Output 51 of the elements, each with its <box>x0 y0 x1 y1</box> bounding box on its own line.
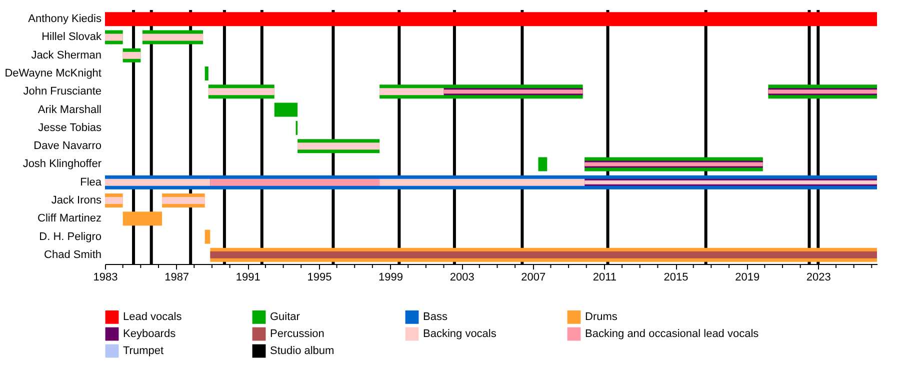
bar <box>162 197 205 204</box>
bar <box>105 197 123 204</box>
bar <box>274 102 298 117</box>
legend-label: Drums <box>585 311 618 324</box>
bar <box>122 52 141 59</box>
y-tick-label: Chad Smith <box>44 248 102 261</box>
x-tick-label: 2007 <box>521 272 546 284</box>
y-tick-label: Dave Navarro <box>34 140 102 152</box>
y-tick-label: Jesse Tobias <box>38 122 102 134</box>
bar <box>538 157 548 172</box>
y-tick-label: D. H. Peligro <box>39 230 102 243</box>
legend-label: Trumpet <box>123 345 164 357</box>
bar <box>105 178 210 186</box>
legend-label: Keyboards <box>123 328 176 340</box>
x-tick-label: 2023 <box>806 272 831 284</box>
bar <box>298 142 380 150</box>
bar <box>142 34 204 41</box>
legend-label: Percussion <box>270 328 324 340</box>
y-tick-label: Josh Klinghoffer <box>22 158 102 170</box>
x-tick-label: 1995 <box>307 272 332 284</box>
bar <box>204 230 210 244</box>
legend-label: Backing vocals <box>423 328 497 340</box>
bar <box>122 212 162 226</box>
y-tick-label: Flea <box>80 176 102 188</box>
bar <box>210 251 877 258</box>
bar <box>105 34 123 41</box>
legend-label: Studio album <box>270 345 334 357</box>
legend-label: Backing and occasional lead vocals <box>585 328 760 340</box>
legend-label: Guitar <box>270 311 300 324</box>
y-tick-label: Hillel Slovak <box>42 31 102 44</box>
bar <box>380 88 444 96</box>
y-tick-label: Cliff Martinez <box>38 212 102 225</box>
x-tick-label: 1987 <box>164 272 190 284</box>
x-tick-label: 2003 <box>450 272 474 284</box>
y-tick-label: John Frusciante <box>23 86 102 98</box>
y-tick-label: DeWayne McKnight <box>4 68 102 80</box>
y-tick-label: Jack Sherman <box>31 49 102 62</box>
bar <box>208 88 274 96</box>
y-tick-label: Arik Marshall <box>38 104 102 116</box>
y-tick-label: Anthony Kiedis <box>28 13 102 26</box>
y-tick-label: Jack Irons <box>51 194 102 206</box>
bar <box>204 66 208 80</box>
x-tick-label: 2011 <box>592 272 617 284</box>
legend-label: Lead vocals <box>123 311 182 324</box>
legend-label: Bass <box>423 311 448 324</box>
x-tick-label: 2019 <box>735 272 760 284</box>
x-tick-label: 1983 <box>93 272 118 284</box>
x-tick-label: 2015 <box>664 272 688 284</box>
x-tick-label: 1991 <box>236 272 260 284</box>
bar <box>105 12 877 26</box>
x-tick-label: 1999 <box>378 272 404 284</box>
